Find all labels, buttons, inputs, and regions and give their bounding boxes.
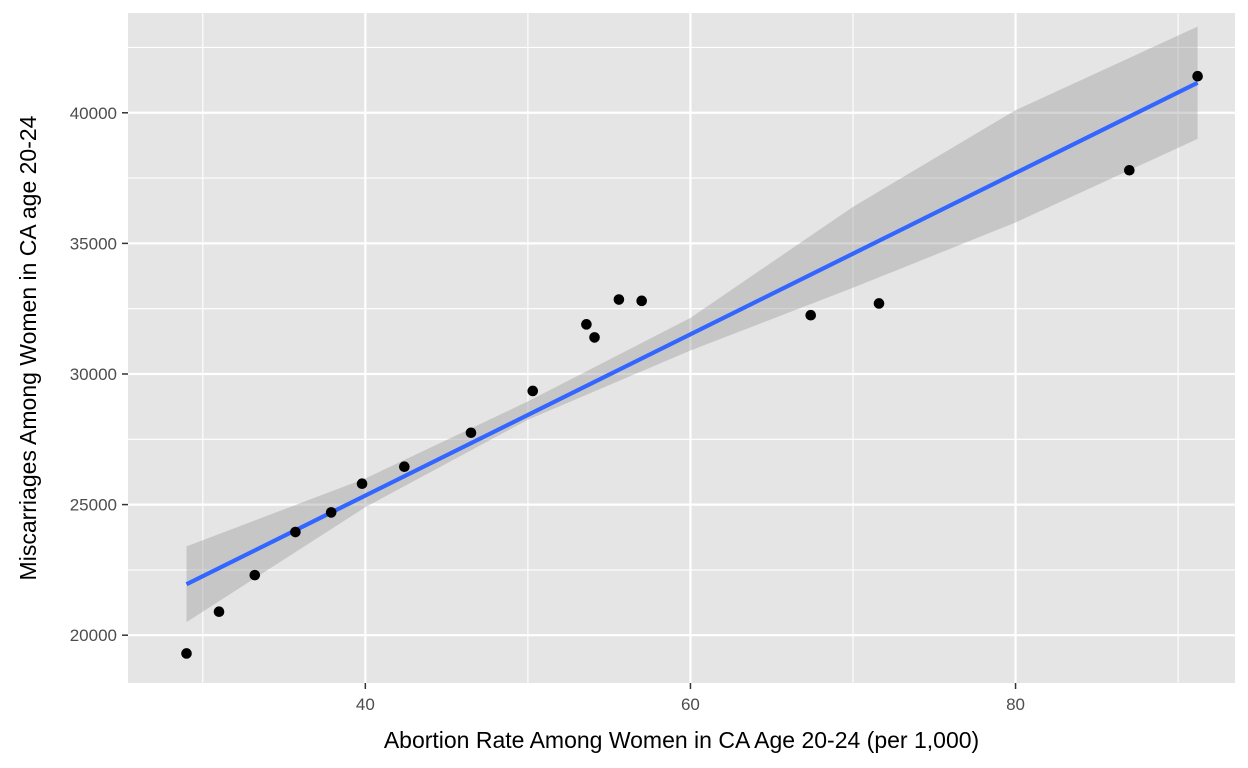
y-tick-label: 30000: [70, 365, 117, 384]
data-point: [399, 461, 410, 473]
y-tick-label: 20000: [70, 626, 117, 645]
data-point: [1124, 164, 1135, 176]
data-point: [527, 385, 539, 397]
data-point: [325, 507, 337, 518]
regression-line-group: [185, 80, 1199, 587]
y-tick-label: 35000: [70, 234, 117, 253]
y-tick-label: 40000: [70, 104, 117, 123]
plot-panel: [128, 13, 1235, 683]
data-point: [636, 295, 647, 307]
y-tick-label: 25000: [70, 496, 117, 515]
x-tick-label: 40: [356, 695, 375, 714]
x-tick-label: 80: [1006, 695, 1025, 714]
data-point: [1192, 70, 1203, 82]
data-point: [181, 648, 192, 659]
x-tick-label: 60: [681, 695, 700, 714]
confidence-band: [186, 26, 1198, 623]
x-axis-ticks: 40 60 80: [356, 683, 1025, 714]
data-point: [290, 526, 301, 538]
data-point: [465, 427, 477, 439]
data-point: [356, 478, 368, 489]
major-gridlines: [128, 13, 1235, 683]
regression-line: [185, 80, 1199, 587]
confidence-band-group: [186, 26, 1198, 623]
data-point: [613, 294, 625, 305]
data-point: [581, 319, 592, 330]
y-axis-ticks: 20000 25000 30000 35000 40000: [70, 104, 128, 645]
data-point: [589, 332, 600, 343]
x-axis-title: Abortion Rate Among Women in CA Age 20-2…: [384, 727, 979, 753]
data-point: [249, 569, 261, 581]
data-points: [181, 70, 1203, 659]
minor-gridlines: [128, 13, 1235, 683]
data-point: [805, 309, 817, 321]
data-point: [873, 298, 885, 309]
data-point: [213, 606, 225, 617]
y-axis-title: Miscarriages Among Women in CA age 20-24: [15, 115, 41, 580]
